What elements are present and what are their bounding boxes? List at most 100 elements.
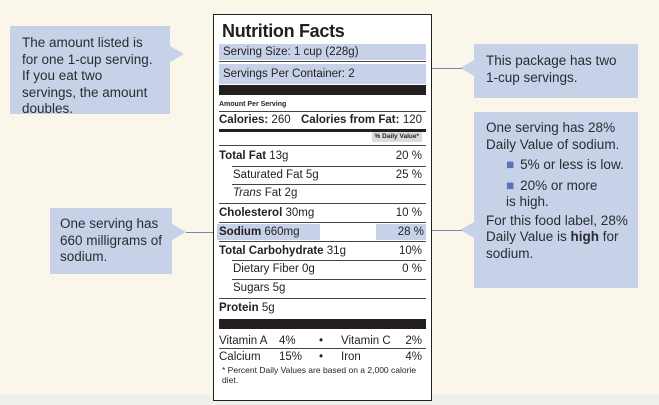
nutrient-amount: 5g	[261, 302, 275, 314]
trans-fat-row: Trans Fat 2g	[219, 185, 426, 201]
nutrient-name: Sugars	[233, 282, 270, 294]
divider	[232, 279, 426, 280]
nutrition-facts-label: Nutrition Facts Serving Size: 1 cup (228…	[213, 14, 432, 401]
total-carb-row: Total Carbohydrate 31g 10%	[219, 243, 426, 259]
vitamin-c-label: Vitamin C	[341, 335, 391, 347]
vitamin-a-pct: 4%	[279, 335, 296, 347]
callout-sodium-mg-text: One serving has 660 milligrams of sodium…	[60, 216, 163, 264]
calories-label: Calories:	[219, 114, 269, 126]
nutrient-amount: 5g	[272, 282, 286, 294]
iron-label: Iron	[341, 351, 361, 363]
nutrient-amount: Fat 2g	[264, 187, 298, 199]
nutrient-name: Sodium	[219, 226, 262, 238]
conclusion-text: For this food label, 28% Daily Value is	[486, 212, 628, 245]
conclusion-bold: high	[570, 229, 600, 244]
divider	[232, 260, 426, 261]
nutrient-name: Total Carbohydrate	[219, 245, 324, 257]
nutrient-amount: 13g	[269, 150, 289, 162]
callout-sodium-dv-conclusion: For this food label, 28% Daily Value is …	[486, 213, 630, 263]
nutrient-name: Dietary Fiber	[233, 263, 299, 275]
serving-size: Serving Size: 1 cup (228g)	[223, 46, 359, 58]
nutrient-amount: 30mg	[285, 207, 315, 219]
sodium-row: Sodium 660mg 28 %	[217, 224, 426, 240]
callout-sodium-dv-intro: One serving has 28% Daily Value of sodiu…	[486, 120, 620, 152]
callout-serving-amount: The amount listed is for one 1-cup servi…	[10, 26, 170, 116]
callout-servings-container-text: This package has two 1-cup servings.	[486, 53, 617, 85]
divider	[219, 348, 426, 349]
amount-per-serving: Amount Per Serving	[219, 101, 287, 108]
bullet-high-text: 20% or more is high.	[506, 177, 598, 210]
nutrient-name: Cholesterol	[219, 207, 283, 219]
conclusion-text-end: for sodium.	[486, 229, 619, 261]
calories-fat-label: Calories from Fat:	[301, 114, 400, 126]
callout-pointer	[460, 60, 474, 76]
bullet-low-text: 5% or less is low.	[520, 157, 624, 172]
footnote: * Percent Daily Values are based on a 2,…	[222, 365, 417, 385]
thick-divider	[219, 85, 426, 95]
callout-sodium-dv: One serving has 28% Daily Value of sodiu…	[474, 112, 638, 288]
iron-pct: 4%	[405, 351, 422, 363]
bullet: •	[319, 335, 324, 347]
nutrient-amount: 0g	[302, 263, 315, 275]
divider	[219, 111, 426, 112]
connector-line	[186, 232, 220, 233]
nutrient-dv: 10%	[398, 245, 422, 257]
label-title: Nutrition Facts	[222, 21, 345, 41]
medium-divider	[219, 129, 426, 132]
daily-value-header: % Daily Value*	[371, 132, 422, 142]
vitamins-row: Vitamin A 4% • Vitamin C 2%	[219, 333, 426, 349]
nutrient-dv: 20 %	[395, 150, 422, 162]
callout-serving-amount-text: The amount listed is for one 1-cup servi…	[22, 35, 153, 116]
nutrient-amount: 660mg	[264, 226, 300, 238]
total-fat-row: Total Fat 13g 20 %	[219, 148, 426, 164]
callout-pointer	[170, 46, 184, 62]
vitamin-c-pct: 2%	[405, 335, 422, 347]
divider	[219, 203, 426, 204]
calories-row: Calories: 260 Calories from Fat: 120	[219, 112, 426, 128]
connector-line	[432, 230, 462, 231]
protein-row: Protein 5g	[219, 300, 426, 316]
fiber-row: Dietary Fiber 0g 0 %	[219, 261, 426, 277]
divider	[219, 241, 426, 242]
nutrient-name: Trans	[233, 187, 262, 199]
callout-servings-container: This package has two 1-cup servings.	[474, 44, 638, 98]
nutrient-name: Total Fat	[219, 150, 267, 162]
nutrient-name: Protein	[219, 302, 259, 314]
calcium-pct: 15%	[279, 351, 303, 363]
nutrient-dv: 25 %	[395, 169, 422, 181]
divider	[232, 184, 426, 185]
divider	[219, 222, 426, 223]
minerals-row: Calcium 15% • Iron 4%	[219, 349, 426, 365]
calcium-label: Calcium	[219, 351, 261, 363]
sodium-highlight: Sodium 660mg	[217, 224, 320, 240]
servings-per-container-row: Servings Per Container: 2	[219, 64, 426, 84]
nutrient-name: Saturated Fat	[233, 169, 303, 181]
callout-pointer	[460, 222, 474, 238]
divider	[219, 61, 426, 62]
nutrient-dv: 0 %	[402, 263, 422, 275]
daily-value-header-row: % Daily Value*	[219, 132, 426, 142]
divider	[232, 166, 426, 167]
nutrient-dv: 28 %	[375, 224, 426, 240]
divider	[219, 145, 426, 146]
vitamin-a-label: Vitamin A	[219, 335, 268, 347]
divider	[219, 298, 426, 299]
calories-fat-value: 120	[402, 114, 422, 126]
bullet-item: ■ 20% or more is high.	[486, 178, 630, 211]
bullet-square-icon: ■	[506, 177, 515, 193]
servings-per-container: Servings Per Container: 2	[223, 68, 355, 80]
calories-value: 260	[271, 114, 291, 126]
nutrient-dv: 10 %	[395, 207, 422, 219]
bullet-square-icon: ■	[506, 157, 515, 172]
sugars-row: Sugars 5g	[219, 280, 426, 296]
nutrient-amount: 5g	[305, 169, 319, 181]
connector-line	[432, 68, 462, 69]
saturated-fat-row: Saturated Fat 5g 25 %	[219, 167, 426, 183]
cholesterol-row: Cholesterol 30mg 10 %	[219, 205, 426, 221]
thick-divider	[219, 319, 426, 329]
serving-size-row: Serving Size: 1 cup (228g)	[219, 44, 426, 60]
bullet: •	[319, 351, 324, 363]
callout-pointer	[172, 224, 186, 240]
callout-sodium-mg: One serving has 660 milligrams of sodium…	[50, 208, 172, 274]
bullet-item: ■ 5% or less is low.	[486, 157, 630, 174]
